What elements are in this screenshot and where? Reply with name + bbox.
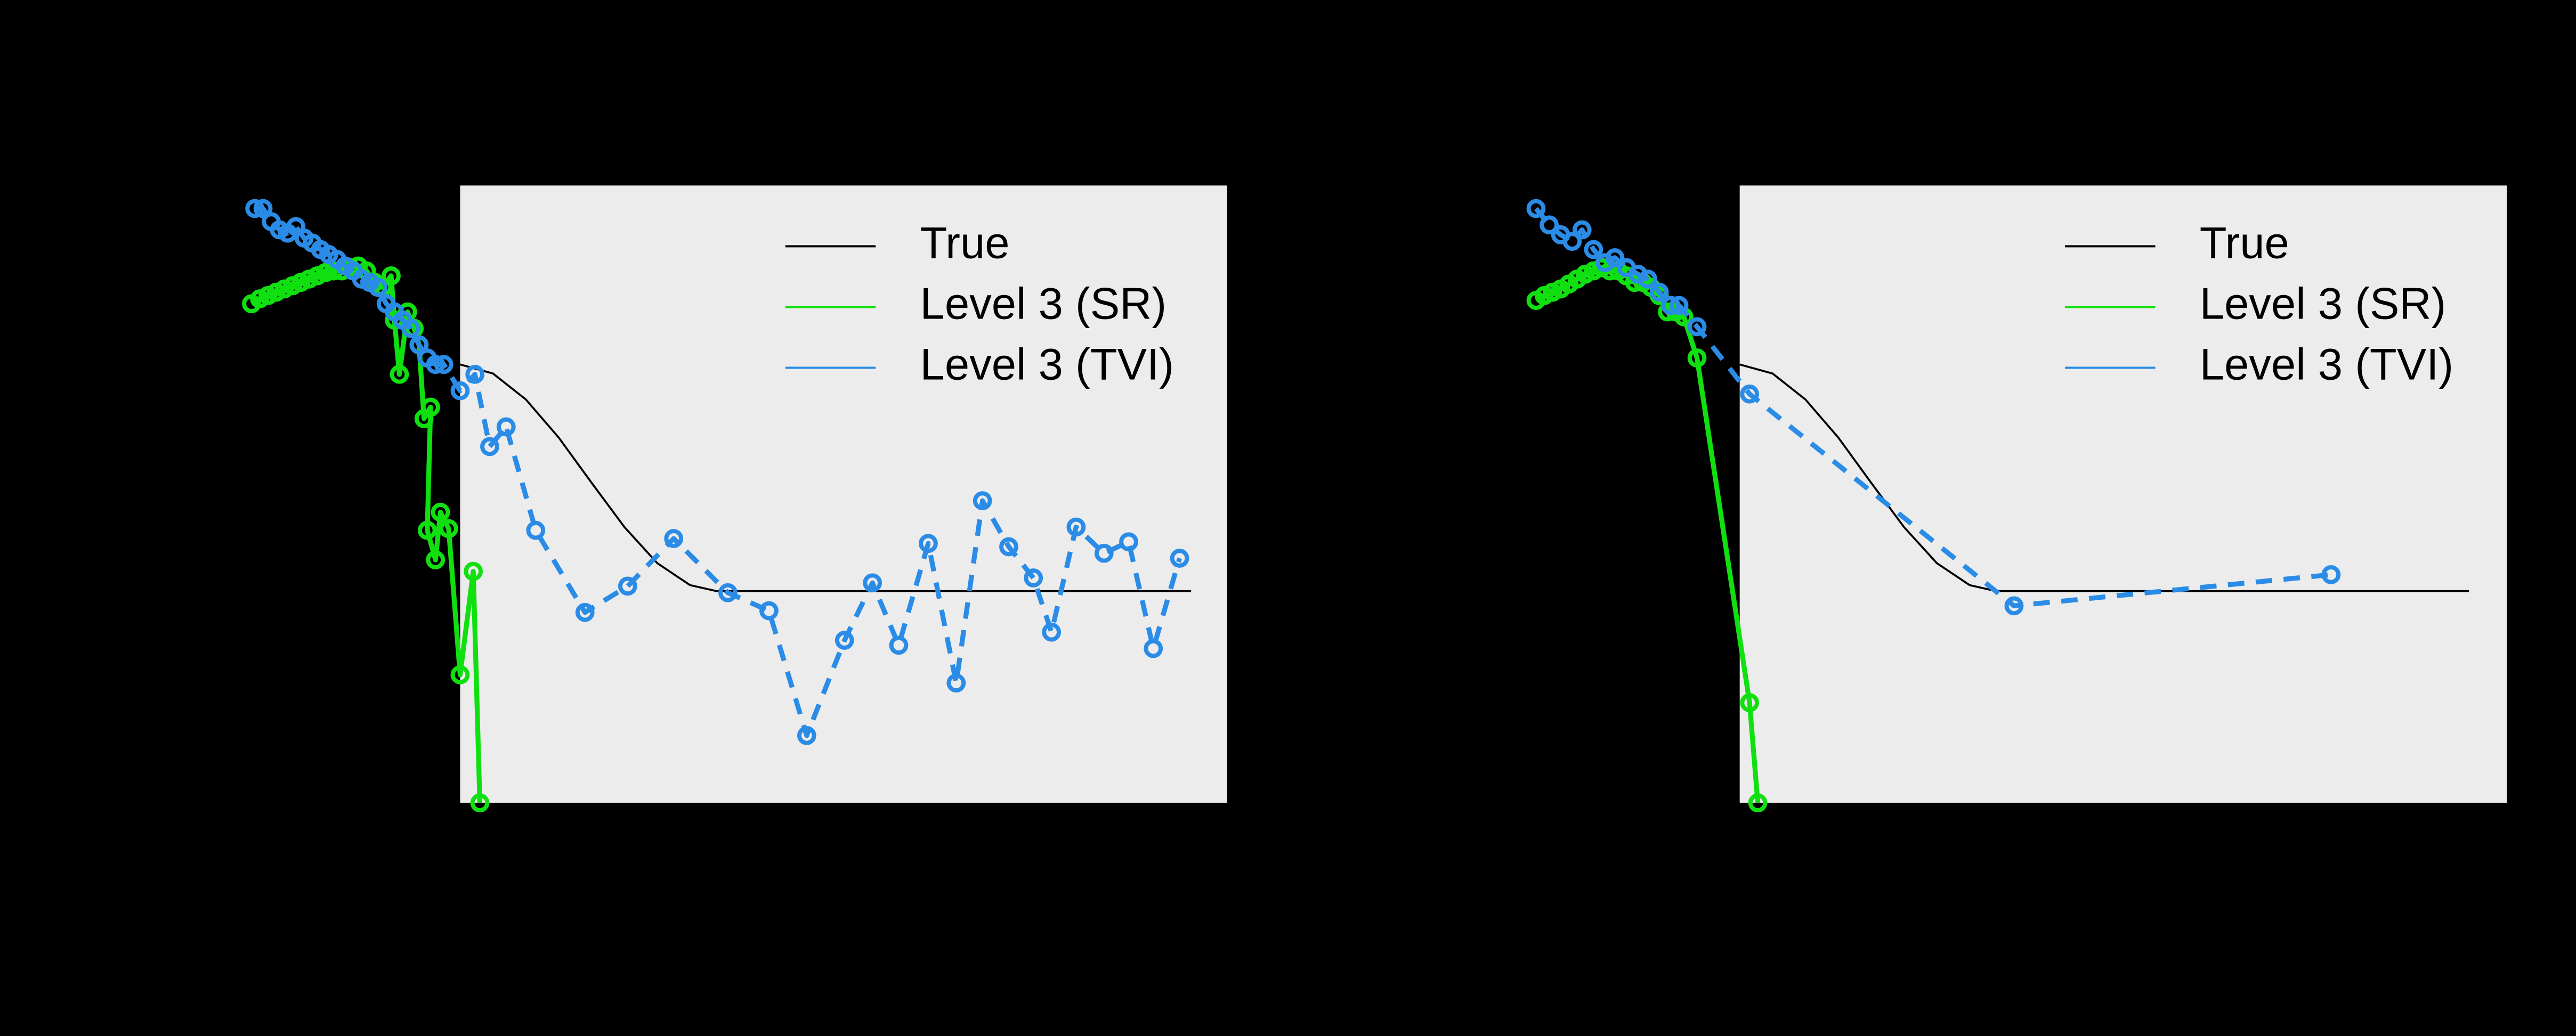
point bbox=[2321, 565, 2341, 584]
legend-label: Level 3 (SR) bbox=[2200, 279, 2447, 328]
point bbox=[1649, 282, 1669, 302]
legend-label: Level 3 (TVI) bbox=[920, 339, 1174, 389]
point bbox=[465, 364, 485, 384]
point bbox=[618, 576, 637, 596]
point bbox=[496, 417, 516, 437]
point bbox=[434, 355, 453, 374]
point bbox=[759, 601, 779, 621]
point bbox=[1094, 543, 1114, 563]
point bbox=[835, 631, 854, 650]
point bbox=[1687, 348, 1707, 368]
point bbox=[409, 335, 429, 355]
point bbox=[919, 534, 938, 553]
point bbox=[1170, 549, 1189, 568]
plot-area bbox=[460, 185, 1227, 803]
plot-area bbox=[1739, 185, 2507, 803]
point bbox=[889, 635, 909, 655]
point bbox=[401, 319, 420, 338]
point bbox=[526, 520, 546, 540]
point bbox=[480, 437, 499, 456]
point bbox=[1526, 199, 1546, 218]
series-line bbox=[459, 363, 1192, 592]
point bbox=[368, 278, 388, 297]
point bbox=[1669, 296, 1689, 315]
point bbox=[1144, 639, 1163, 658]
point bbox=[426, 355, 445, 374]
point bbox=[2004, 596, 2024, 616]
point bbox=[999, 537, 1018, 557]
point bbox=[1638, 270, 1657, 289]
point bbox=[470, 793, 490, 813]
point bbox=[439, 519, 458, 539]
point bbox=[417, 520, 437, 540]
point bbox=[946, 673, 966, 693]
point bbox=[253, 199, 273, 218]
point bbox=[863, 573, 882, 593]
legend-label: Level 3 (TVI) bbox=[2200, 339, 2453, 389]
point bbox=[390, 364, 409, 384]
point bbox=[1042, 622, 1062, 642]
point bbox=[464, 561, 483, 581]
point bbox=[245, 199, 265, 218]
point bbox=[1605, 248, 1625, 267]
point bbox=[450, 665, 470, 684]
point bbox=[575, 602, 595, 622]
point bbox=[1740, 693, 1760, 713]
point bbox=[421, 397, 440, 417]
point bbox=[718, 583, 738, 602]
point bbox=[1066, 517, 1086, 537]
point bbox=[1687, 317, 1707, 337]
point bbox=[1119, 532, 1138, 552]
point bbox=[1540, 215, 1559, 235]
series-line bbox=[255, 206, 1182, 738]
point bbox=[382, 266, 401, 285]
point bbox=[664, 529, 684, 548]
point bbox=[1661, 296, 1681, 315]
legend-label: Level 3 (SR) bbox=[920, 279, 1167, 328]
point bbox=[1572, 220, 1592, 240]
point bbox=[431, 502, 450, 522]
point bbox=[1748, 793, 1768, 813]
point bbox=[1024, 568, 1043, 588]
point bbox=[426, 550, 445, 569]
point bbox=[450, 381, 470, 401]
point bbox=[1740, 384, 1760, 404]
point bbox=[1562, 232, 1582, 251]
point bbox=[1584, 240, 1603, 259]
legend-label: True bbox=[920, 218, 1010, 267]
point bbox=[797, 726, 816, 745]
point bbox=[973, 491, 992, 511]
legend-label: True bbox=[2200, 218, 2289, 267]
